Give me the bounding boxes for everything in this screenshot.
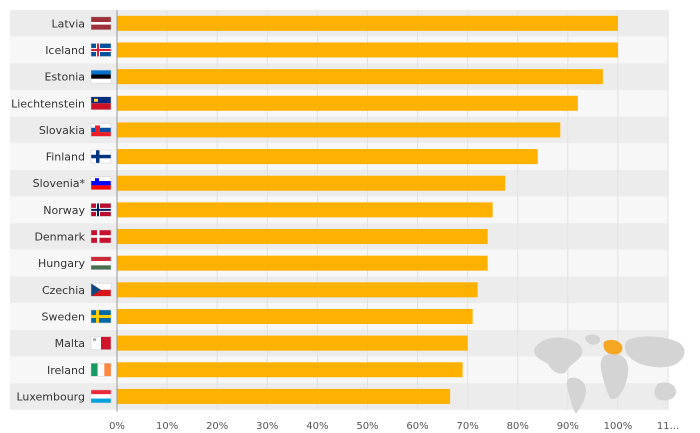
continent-asia [624, 336, 685, 368]
iceland-flag-icon [90, 43, 112, 57]
bar [117, 122, 561, 138]
x-tick-label: 80% [507, 421, 529, 432]
sweden-flag-icon [90, 309, 112, 324]
world-map-icon [534, 334, 685, 414]
bar [117, 175, 506, 191]
bar [117, 42, 618, 58]
bar [117, 149, 538, 165]
x-tick-label: 0% [109, 421, 125, 432]
category-label: Slovenia* [33, 177, 86, 190]
bar [117, 362, 463, 378]
norway-flag-icon [90, 203, 112, 217]
bar [117, 202, 493, 218]
x-tick-label: 10% [156, 421, 178, 432]
bar [117, 229, 488, 245]
estonia-flag-icon [90, 69, 112, 84]
bar [117, 335, 468, 351]
category-label: Malta [55, 337, 85, 350]
luxembourg-flag-icon [90, 389, 112, 404]
continent-south-america [566, 377, 586, 414]
category-label: Czechia [42, 284, 85, 297]
category-label: Estonia [45, 71, 86, 84]
ireland-flag-icon [90, 363, 112, 377]
category-label: Hungary [38, 257, 85, 270]
slovakia-flag-icon [90, 123, 112, 137]
bar [117, 388, 451, 404]
czechia-flag-icon [90, 283, 112, 297]
finland-flag-icon [90, 149, 112, 164]
bar [117, 255, 488, 271]
europe-highlight [603, 339, 623, 355]
latvia-flag-icon [90, 16, 112, 31]
bar [117, 308, 473, 324]
slovenia-flag-icon [90, 176, 112, 190]
category-label: Ireland [47, 364, 85, 377]
x-tick-label: 40% [306, 421, 328, 432]
category-label: Latvia [52, 17, 86, 30]
category-label: Slovakia [39, 124, 85, 137]
continent-north-america [534, 337, 583, 374]
bar [117, 15, 618, 31]
continent-greenland [585, 334, 600, 345]
category-label: Denmark [34, 231, 85, 244]
bar [117, 95, 578, 111]
category-label: Sweden [42, 310, 85, 323]
x-tick-label: 90% [557, 421, 579, 432]
hungary-flag-icon [90, 256, 112, 270]
category-label: Finland [46, 151, 85, 164]
denmark-flag-icon [90, 229, 112, 244]
continent-africa [600, 353, 629, 400]
x-tick-label: 20% [206, 421, 228, 432]
x-tick-label: 11... [657, 421, 679, 432]
malta-flag-icon [90, 336, 112, 350]
x-tick-label: 50% [356, 421, 378, 432]
x-tick-label: 70% [457, 421, 479, 432]
category-label: Liechtenstein [11, 97, 85, 110]
category-label: Norway [43, 204, 85, 217]
category-label: Iceland [45, 44, 85, 57]
x-tick-label: 30% [256, 421, 278, 432]
category-label: Luxembourg [16, 390, 85, 403]
bar [117, 69, 603, 85]
bar [117, 282, 478, 298]
continent-australia [654, 382, 676, 401]
liechtenstein-flag-icon [90, 96, 112, 111]
x-tick-label: 100% [604, 421, 633, 432]
x-tick-label: 60% [406, 421, 428, 432]
